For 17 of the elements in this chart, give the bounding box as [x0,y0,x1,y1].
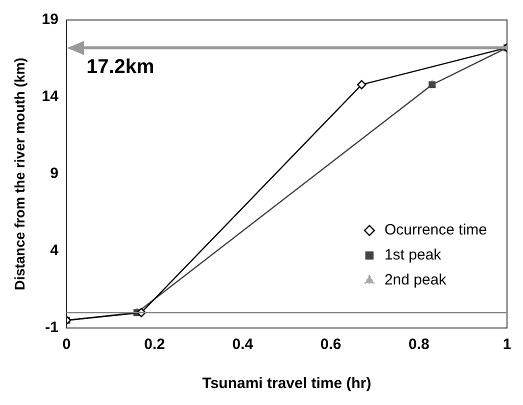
ref-line-label: 17.2km [86,56,154,78]
legend-label: Ocurrence time [384,222,488,239]
y-tick-label: 19 [42,11,58,28]
x-tick-label: 0.2 [144,336,166,354]
x-tick-label: 0.6 [320,336,342,354]
legend-label: 1st peak [384,246,442,264]
legend-label: 2nd peak [384,272,447,289]
y-tick-label: 9 [50,165,58,182]
x-axis-title: Tsunami travel time (hr) [202,375,372,392]
y-tick-label: 14 [42,88,60,106]
x-tick-label: 1 [502,336,512,354]
y-axis-title: Distance from the river mouth (km) [11,58,28,290]
y-tick-label: -1 [45,319,58,336]
x-tick-label: 0 [62,336,71,354]
y-tick-label: 4 [50,242,60,260]
x-tick-label: 0.8 [408,336,430,354]
x-tick-label: 0.4 [232,336,254,354]
